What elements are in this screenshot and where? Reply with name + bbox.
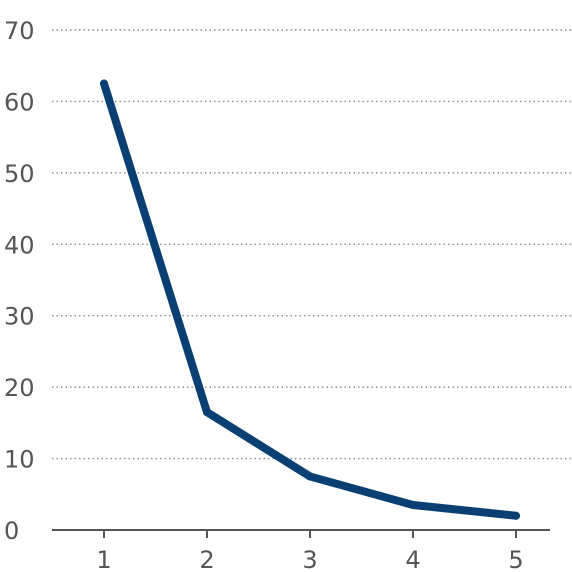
y-tick-label: 0 xyxy=(4,517,19,545)
data-point xyxy=(409,501,417,509)
data-point xyxy=(512,511,520,520)
series-layer xyxy=(100,79,520,520)
data-point xyxy=(203,408,211,417)
y-tick-label: 70 xyxy=(4,17,35,45)
gridlines xyxy=(52,29,572,460)
y-tick-label: 50 xyxy=(4,160,35,188)
x-tick-label: 5 xyxy=(508,546,523,572)
x-tick-label: 4 xyxy=(405,546,420,572)
series-line xyxy=(100,79,520,520)
data-point xyxy=(100,79,108,88)
data-point xyxy=(306,472,314,481)
x-tick-label: 3 xyxy=(302,546,317,572)
x-tick-label: 1 xyxy=(96,546,111,572)
x-tick-label: 2 xyxy=(199,546,214,572)
y-tick-label: 30 xyxy=(4,303,35,331)
y-tick-label: 20 xyxy=(4,374,35,402)
y-tick-label: 60 xyxy=(4,88,35,116)
y-axis-tick-labels: 0 10 20 30 40 50 60 70 xyxy=(4,17,35,545)
x-axis: 1 2 3 4 5 xyxy=(52,529,550,572)
y-tick-label: 10 xyxy=(4,446,35,474)
y-tick-label: 40 xyxy=(4,231,35,259)
